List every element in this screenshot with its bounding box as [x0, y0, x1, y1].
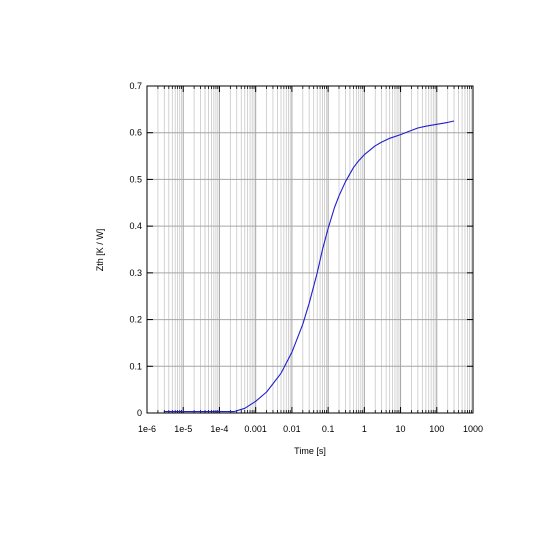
y-tick-labels: 0 0.1 0.2 0.3 0.4 0.5 0.6 0.7 [129, 81, 142, 418]
zth-curve-line [164, 120, 455, 413]
x-tick-label: 100 [429, 424, 444, 434]
minor-grid [157, 86, 472, 413]
y-tick-label: 0.6 [129, 128, 142, 138]
x-axis-title: Time [s] [294, 446, 326, 456]
x-tick-label: 1000 [463, 424, 483, 434]
y-tick-label: 0.3 [129, 268, 142, 278]
y-axis-title: Zth [K / W] [95, 229, 105, 272]
axis-ticks [146, 85, 474, 414]
y-tick-label: 0.2 [129, 315, 142, 325]
y-tick-label: 0.1 [129, 361, 142, 371]
x-tick-label: 1 [362, 424, 367, 434]
x-tick-label: 10 [396, 424, 406, 434]
x-tick-label: 0.01 [283, 424, 301, 434]
y-tick-label: 0 [137, 408, 142, 418]
y-tick-label: 0.5 [129, 174, 142, 184]
x-tick-labels: 1e-6 1e-5 1e-4 0.001 0.01 0.1 1 10 100 1000 [138, 424, 483, 434]
y-tick-label: 0.7 [129, 81, 142, 91]
x-tick-label: 1e-4 [210, 424, 228, 434]
x-tick-label: 0.001 [244, 424, 267, 434]
series-layer [164, 120, 455, 413]
x-tick-label: 1e-5 [174, 424, 192, 434]
y-tick-label: 0.4 [129, 221, 142, 231]
x-tick-label: 0.1 [322, 424, 335, 434]
plot-frame [146, 85, 474, 414]
x-tick-label: 1e-6 [138, 424, 156, 434]
